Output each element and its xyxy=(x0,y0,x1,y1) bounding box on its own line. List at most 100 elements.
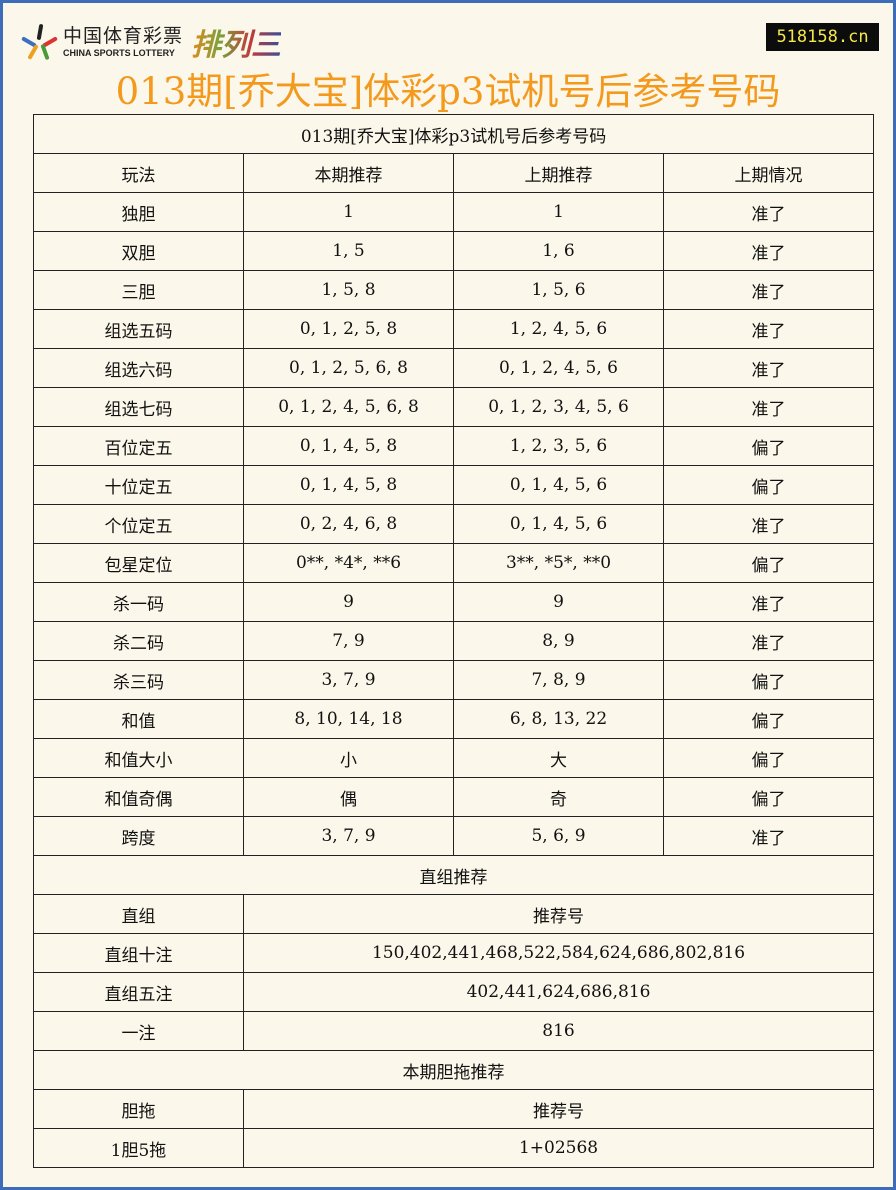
previous-pick-cell: 0, 1, 2, 3, 4, 5, 6 xyxy=(453,387,664,427)
current-pick-cell: 1 xyxy=(243,192,454,232)
previous-result-cell: 偏了 xyxy=(662,465,875,505)
logo-cn-text: 中国体育彩票 xyxy=(63,24,184,47)
page-title: 013期[乔大宝]体彩p3试机号后参考号码 xyxy=(115,70,781,113)
column-header: 胆拖 xyxy=(33,1089,244,1129)
previous-result-cell: 准了 xyxy=(662,231,875,271)
recommendation-table: 013期[乔大宝]体彩p3试机号后参考号码 玩法 本期推荐 上期推荐 上期情况 … xyxy=(32,114,875,1168)
previous-result-cell: 偏了 xyxy=(662,738,875,778)
current-pick-cell: 3, 7, 9 xyxy=(243,660,454,700)
label-cell: 直组十注 xyxy=(33,933,244,973)
column-header: 直组 xyxy=(33,894,244,934)
dantuo-row: 1胆5拖 1+02568 xyxy=(33,1128,875,1168)
current-pick-cell: 小 xyxy=(243,738,454,778)
table-row: 和值 8, 10, 14, 18 6, 8, 13, 22 偏了 xyxy=(33,699,875,739)
current-pick-cell: 9 xyxy=(243,582,454,622)
zhizu-row: 一注 816 xyxy=(33,1011,875,1051)
table-caption: 013期[乔大宝]体彩p3试机号后参考号码 xyxy=(32,114,875,154)
numbers-cell: 816 xyxy=(242,1011,875,1051)
current-pick-cell: 0, 1, 4, 5, 8 xyxy=(243,465,454,505)
column-header: 推荐号 xyxy=(242,894,875,934)
current-pick-cell: 0, 2, 4, 6, 8 xyxy=(243,504,454,544)
lottery-star-icon xyxy=(21,23,58,61)
previous-pick-cell: 1, 6 xyxy=(453,231,664,271)
play-type-cell: 十位定五 xyxy=(33,465,244,505)
table-row: 百位定五 0, 1, 4, 5, 8 1, 2, 3, 5, 6 偏了 xyxy=(33,426,875,466)
previous-pick-cell: 1, 2, 4, 5, 6 xyxy=(453,309,664,349)
table-row: 杀一码 9 9 准了 xyxy=(33,582,875,622)
table-row: 杀二码 7, 9 8, 9 准了 xyxy=(33,621,875,661)
table-caption-row: 013期[乔大宝]体彩p3试机号后参考号码 xyxy=(32,114,875,154)
dantuo-header-row: 胆拖 推荐号 xyxy=(33,1089,875,1129)
previous-pick-cell: 7, 8, 9 xyxy=(453,660,664,700)
previous-result-cell: 准了 xyxy=(662,270,875,310)
table-row: 组选五码 0, 1, 2, 5, 8 1, 2, 4, 5, 6 准了 xyxy=(33,309,875,349)
play-type-cell: 百位定五 xyxy=(33,426,244,466)
zhizu-row: 直组五注 402,441,624,686,816 xyxy=(33,972,875,1012)
previous-result-cell: 准了 xyxy=(662,504,875,544)
previous-pick-cell: 8, 9 xyxy=(453,621,664,661)
play-type-cell: 和值 xyxy=(33,699,244,739)
previous-result-cell: 偏了 xyxy=(662,543,875,583)
zhizu-row: 直组十注 150,402,441,468,522,584,624,686,802,… xyxy=(33,933,875,973)
page-frame: 中国体育彩票 CHINA SPORTS LOTTERY 排列三 518158.c… xyxy=(3,3,893,1187)
previous-result-cell: 准了 xyxy=(662,309,875,349)
previous-pick-cell: 3**, *5*, **0 xyxy=(453,543,664,583)
numbers-cell: 150,402,441,468,522,584,624,686,802,816 xyxy=(242,933,875,973)
play-type-cell: 包星定位 xyxy=(33,543,244,583)
previous-result-cell: 准了 xyxy=(662,816,875,856)
current-pick-cell: 偶 xyxy=(243,777,454,817)
previous-result-cell: 偏了 xyxy=(662,660,875,700)
play-type-cell: 独胆 xyxy=(33,192,244,232)
china-sports-lottery-logo: 中国体育彩票 CHINA SPORTS LOTTERY 排列三 xyxy=(21,20,281,64)
table-row: 跨度 3, 7, 9 5, 6, 9 准了 xyxy=(33,816,875,856)
column-header: 本期推荐 xyxy=(243,153,454,193)
previous-result-cell: 偏了 xyxy=(662,777,875,817)
current-pick-cell: 1, 5 xyxy=(243,231,454,271)
previous-result-cell: 准了 xyxy=(662,348,875,388)
previous-pick-cell: 0, 1, 4, 5, 6 xyxy=(453,465,664,505)
dantuo-section-title: 本期胆拖推荐 xyxy=(32,1050,875,1090)
numbers-cell: 402,441,624,686,816 xyxy=(242,972,875,1012)
previous-result-cell: 准了 xyxy=(662,582,875,622)
play-type-cell: 杀一码 xyxy=(33,582,244,622)
dantuo-section-row: 本期胆拖推荐 xyxy=(32,1050,875,1090)
current-pick-cell: 0, 1, 2, 4, 5, 6, 8 xyxy=(243,387,454,427)
column-header: 上期推荐 xyxy=(453,153,664,193)
play-type-cell: 和值奇偶 xyxy=(33,777,244,817)
column-header: 上期情况 xyxy=(662,153,875,193)
logo-game-name: 排列三 xyxy=(191,20,281,64)
previous-pick-cell: 5, 6, 9 xyxy=(453,816,664,856)
previous-result-cell: 偏了 xyxy=(662,426,875,466)
play-type-cell: 和值大小 xyxy=(33,738,244,778)
previous-pick-cell: 奇 xyxy=(453,777,664,817)
zhizu-section-title: 直组推荐 xyxy=(32,855,875,895)
table-row: 和值奇偶偶奇偏了 xyxy=(33,777,875,817)
play-type-cell: 组选五码 xyxy=(33,309,244,349)
play-type-cell: 组选七码 xyxy=(33,387,244,427)
previous-result-cell: 准了 xyxy=(662,192,875,232)
numbers-cell: 1+02568 xyxy=(242,1128,875,1168)
label-cell: 直组五注 xyxy=(33,972,244,1012)
previous-result-cell: 偏了 xyxy=(662,699,875,739)
zhizu-header-row: 直组 推荐号 xyxy=(33,894,875,934)
play-type-cell: 杀二码 xyxy=(33,621,244,661)
current-pick-cell: 1, 5, 8 xyxy=(243,270,454,310)
play-type-cell: 三胆 xyxy=(33,270,244,310)
table-row: 独胆 1 1 准了 xyxy=(33,192,875,232)
previous-pick-cell: 0, 1, 4, 5, 6 xyxy=(453,504,664,544)
column-header: 推荐号 xyxy=(242,1089,875,1129)
table-row: 组选六码 0, 1, 2, 5, 6, 8 0, 1, 2, 4, 5, 6 准了 xyxy=(33,348,875,388)
table-row: 包星定位 0**, *4*, **6 3**, *5*, **0 偏了 xyxy=(33,543,875,583)
previous-pick-cell: 1, 2, 3, 5, 6 xyxy=(453,426,664,466)
current-pick-cell: 7, 9 xyxy=(243,621,454,661)
site-badge: 518158.cn xyxy=(766,23,879,51)
current-pick-cell: 3, 7, 9 xyxy=(243,816,454,856)
current-pick-cell: 0, 1, 2, 5, 8 xyxy=(243,309,454,349)
play-type-cell: 双胆 xyxy=(33,231,244,271)
label-cell: 1胆5拖 xyxy=(33,1128,244,1168)
current-pick-cell: 0, 1, 4, 5, 8 xyxy=(243,426,454,466)
table-row: 和值大小小大偏了 xyxy=(33,738,875,778)
play-type-cell: 杀三码 xyxy=(33,660,244,700)
column-header: 玩法 xyxy=(33,153,244,193)
previous-result-cell: 准了 xyxy=(662,621,875,661)
